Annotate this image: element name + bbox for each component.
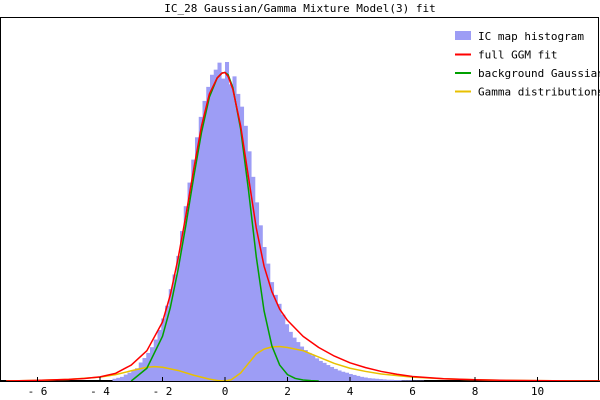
histogram-bar [213, 69, 218, 381]
histogram-bar [168, 289, 173, 381]
histogram-bar [266, 263, 271, 381]
histogram-bar [405, 380, 410, 381]
histogram-bar [198, 116, 203, 382]
histogram-bar [326, 365, 331, 381]
histogram-bar [345, 372, 350, 381]
x-tick-label: - 2 [153, 385, 173, 398]
histogram-bar [195, 137, 200, 381]
histogram-bar [352, 374, 357, 381]
histogram-bar [375, 378, 380, 381]
series-line-full-ggm-fit [6, 71, 600, 382]
series-line-background-gaussian [130, 71, 319, 382]
chart-title: IC_28 Gaussian/Gamma Mixture Model(3) fi… [164, 2, 436, 15]
histogram-bar [270, 282, 275, 381]
histogram-bar [333, 368, 338, 381]
histogram-bar [135, 368, 140, 381]
histogram-bar [120, 376, 125, 381]
histogram-bar [217, 62, 222, 381]
histogram-bar [367, 378, 372, 381]
histogram-bar [360, 376, 365, 381]
histogram-bar [315, 358, 320, 381]
histogram-bar [258, 225, 263, 381]
x-tick-label: 6 [409, 385, 416, 398]
x-tick-label: 10 [531, 385, 544, 398]
histogram-bar [180, 231, 185, 381]
histogram-bar [176, 255, 181, 381]
histogram-bar [228, 84, 233, 381]
histogram-bar [348, 373, 353, 381]
fit-lines [6, 71, 600, 382]
histogram-bar [393, 380, 398, 381]
histogram-bar [127, 372, 132, 381]
histogram-bar [371, 378, 376, 381]
histogram-bar [390, 379, 395, 381]
histogram-bar [382, 379, 387, 381]
legend-label-ic-map-histogram: IC map histogram [478, 30, 584, 43]
histogram-bar [206, 86, 211, 381]
legend-label-full-ggm-fit: full GGM fit [478, 49, 557, 62]
x-tick-label: 8 [472, 385, 479, 398]
histogram-bar [112, 378, 117, 381]
histogram-bar [187, 182, 192, 381]
histogram-bar [240, 106, 245, 381]
histogram-bar [161, 318, 166, 381]
histogram-bar [123, 374, 128, 381]
histogram-bar [138, 362, 143, 381]
histogram-bar [165, 305, 170, 381]
histogram-bar [116, 377, 121, 381]
histogram-bar [150, 347, 155, 381]
histogram-bar [153, 339, 158, 381]
histogram-bar [303, 350, 308, 381]
histogram-bars [112, 62, 425, 382]
legend-label-background-gaussian: background Gaussian [478, 67, 600, 80]
histogram-bar [337, 370, 342, 381]
legend-swatch-ic-map-histogram [455, 31, 471, 40]
histogram-bar [363, 377, 368, 381]
x-tick-label: 4 [347, 385, 354, 398]
histogram-bar [378, 379, 383, 381]
histogram-bar [243, 125, 248, 381]
histogram-bar [296, 342, 301, 381]
histogram-bar [386, 379, 391, 381]
histogram-bar [191, 159, 196, 381]
x-tick-label: - 6 [28, 385, 48, 398]
histogram-bar [131, 370, 136, 381]
histogram-bar [247, 151, 252, 381]
histogram-bar [322, 362, 327, 381]
histogram-bar [225, 62, 230, 381]
legend: IC map histogram full GGM fit background G… [455, 30, 600, 99]
histogram-bar [397, 380, 402, 381]
histogram-bar [292, 337, 297, 381]
histogram-bar [341, 371, 346, 381]
histogram-bar [288, 331, 293, 381]
x-axis-ticks: - 6 - 4 - 2 0 2 4 6 8 10 [28, 377, 544, 398]
histogram-bar [318, 360, 323, 381]
histogram-bar [202, 100, 207, 382]
histogram-bar [311, 355, 316, 381]
histogram-bar [281, 314, 286, 381]
x-tick-label: 0 [222, 385, 229, 398]
histogram-bar [172, 274, 177, 381]
histogram-bar [300, 346, 305, 381]
histogram-bar [408, 380, 413, 381]
histogram-bar [157, 329, 162, 381]
x-tick-label: 2 [284, 385, 291, 398]
histogram-bar [307, 352, 312, 381]
histogram-bar [277, 303, 282, 381]
histogram-bar [330, 366, 335, 381]
x-tick-label: - 4 [90, 385, 110, 398]
histogram-bar [221, 78, 226, 381]
histogram-bar [236, 93, 241, 382]
histogram-bar [273, 294, 278, 381]
histogram-bar [232, 76, 237, 382]
histogram-bar [356, 375, 361, 381]
histogram-bar [285, 324, 290, 381]
histogram-bar [401, 380, 406, 381]
histogram-bar [210, 74, 215, 381]
legend-label-gamma-distributions: Gamma distributions [478, 86, 600, 99]
histogram-bar [183, 206, 188, 381]
histogram-bar [255, 202, 260, 381]
histogram-bar [251, 176, 256, 381]
